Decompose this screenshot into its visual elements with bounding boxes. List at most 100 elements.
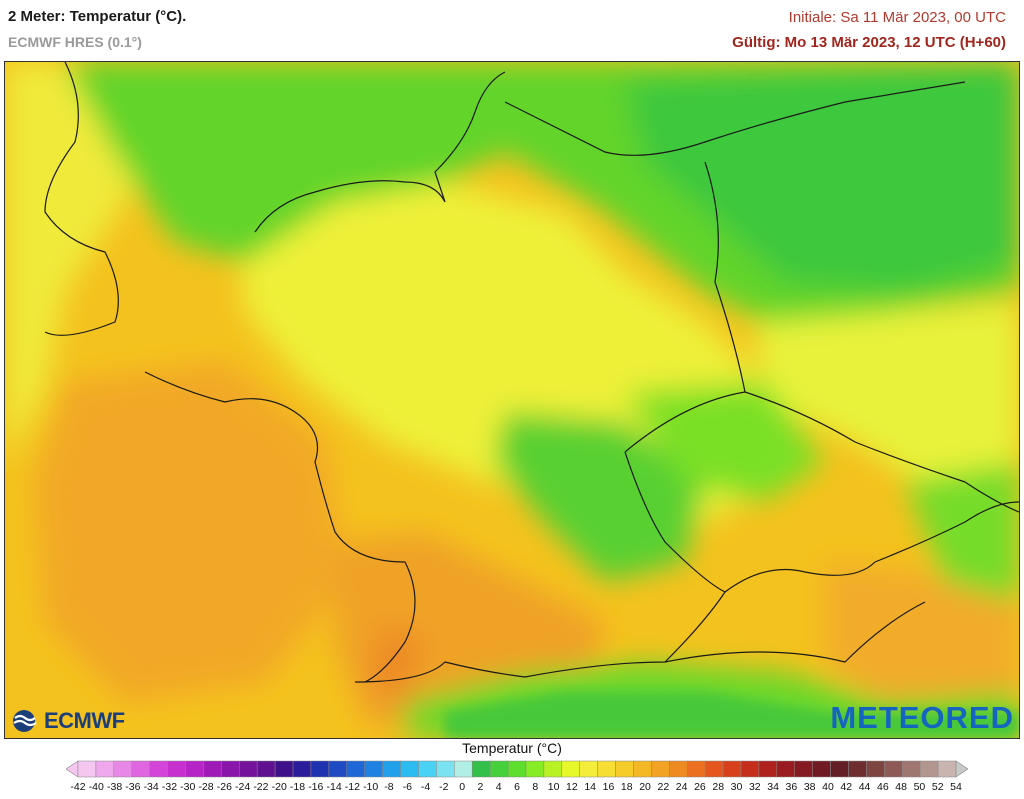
temperature-map[interactable]	[4, 61, 1020, 739]
legend-swatch	[633, 760, 652, 778]
legend-label: 18	[620, 781, 633, 793]
legend-label: 42	[840, 781, 853, 793]
legend-label: -6	[402, 781, 412, 793]
meteored-logo: METEORED	[830, 700, 1014, 735]
legend-label: -2	[439, 781, 449, 793]
legend-label: 34	[767, 781, 779, 793]
legend-label: 0	[459, 781, 466, 793]
legend-swatch	[507, 760, 527, 778]
legend-swatch	[776, 760, 795, 778]
legend-swatch	[579, 760, 598, 778]
init-time: Initiale: Sa 11 Mär 2023, 00 UTC	[788, 9, 1006, 26]
legend-label: 12	[566, 781, 578, 793]
legend-label: -42	[70, 781, 86, 793]
legend-label: 4	[495, 781, 502, 793]
legend-label: 48	[895, 781, 907, 793]
legend-swatch	[310, 760, 330, 778]
map-title: 2 Meter: Temperatur (°C).	[8, 8, 187, 25]
legend-label: 52	[931, 781, 944, 793]
legend-label: -28	[198, 781, 214, 793]
legend-swatch	[203, 760, 222, 778]
legend-min-arrow	[66, 760, 79, 778]
legend-label: -32	[161, 781, 178, 793]
legend-label: 30	[730, 781, 743, 793]
legend-title: Temperatur (°C)	[462, 740, 562, 756]
legend-labels: -42 -40 -38 -36 -34 -32 -30 -28 -26 -24 -22 -20 -18-…	[0, 781, 1024, 797]
legend-swatch	[77, 760, 97, 778]
legend-swatch	[651, 760, 670, 778]
legend-label: -14	[326, 781, 342, 793]
legend-swatch	[167, 760, 186, 778]
valid-time: Gültig: Mo 13 Mär 2023, 12 UTC (H+60)	[732, 34, 1006, 51]
legend-swatch	[400, 760, 419, 778]
legend-label: -34	[143, 781, 159, 793]
legend-swatch	[185, 760, 204, 778]
legend-swatch	[884, 760, 903, 778]
legend-swatch	[704, 760, 724, 778]
temperature-field	[5, 62, 1019, 738]
ecmwf-logo: ECMWF	[10, 708, 125, 734]
map-borders	[44, 62, 1019, 683]
legend-label: 28	[712, 781, 725, 793]
legend-swatch	[274, 760, 294, 778]
legend-swatch	[597, 760, 616, 778]
legend-label: 22	[657, 781, 670, 793]
legend-label: 6	[514, 781, 520, 793]
legend-swatch	[436, 760, 455, 778]
legend-label: 46	[876, 781, 889, 793]
legend-label: 20	[639, 781, 651, 793]
legend-label: -18	[289, 781, 306, 793]
legend-label: -30	[180, 781, 196, 793]
legend-label: -26	[216, 781, 232, 793]
legend-label: 40	[822, 781, 834, 793]
legend-swatch	[256, 760, 276, 778]
legend-color-bar	[66, 760, 968, 778]
legend-swatch	[758, 760, 778, 778]
legend-label: -38	[106, 781, 123, 793]
legend-swatch	[131, 760, 150, 778]
legend-swatch	[471, 760, 491, 778]
legend-label: 54	[950, 781, 962, 793]
legend-swatch	[292, 760, 312, 778]
legend-swatch	[221, 760, 240, 778]
legend-swatch	[686, 760, 706, 778]
legend-label: 2	[477, 781, 484, 793]
legend-label: -8	[384, 781, 394, 793]
legend-swatch	[561, 760, 580, 778]
legend-swatch	[866, 760, 885, 778]
legend-label: 16	[602, 781, 615, 793]
legend-swatch	[239, 760, 258, 778]
legend-swatch	[794, 760, 813, 778]
legend-label: 8	[532, 781, 539, 793]
legend-label: 36	[785, 781, 798, 793]
legend-swatch	[346, 760, 365, 778]
ecmwf-wave-icon	[13, 710, 37, 732]
legend-swatch	[454, 760, 473, 778]
legend-max-arrow	[955, 760, 968, 778]
legend-swatch	[848, 760, 867, 778]
legend-label: 10	[547, 781, 560, 793]
legend-swatch	[919, 760, 939, 778]
legend-label: -22	[253, 781, 269, 793]
legend-label: -4	[420, 781, 431, 793]
legend-swatch	[740, 760, 760, 778]
legend-swatch	[364, 760, 383, 778]
legend-label: -36	[125, 781, 141, 793]
legend-swatch	[113, 760, 133, 778]
legend-swatch	[615, 760, 634, 778]
legend-swatch	[149, 760, 168, 778]
legend-swatch	[543, 760, 563, 778]
legend-swatch	[328, 760, 348, 778]
legend-swatch	[418, 760, 437, 778]
ecmwf-logo-text: ECMWF	[44, 708, 125, 733]
legend-label: -24	[235, 781, 251, 793]
legend-label: -16	[308, 781, 324, 793]
legend-label: 32	[748, 781, 761, 793]
legend-label: 50	[913, 781, 926, 793]
legend-label: -12	[344, 781, 360, 793]
legend-swatch	[95, 760, 115, 778]
legend-swatch	[901, 760, 921, 778]
legend-swatch	[525, 760, 545, 778]
legend-label: 26	[694, 781, 706, 793]
map-canvas	[5, 62, 1019, 738]
